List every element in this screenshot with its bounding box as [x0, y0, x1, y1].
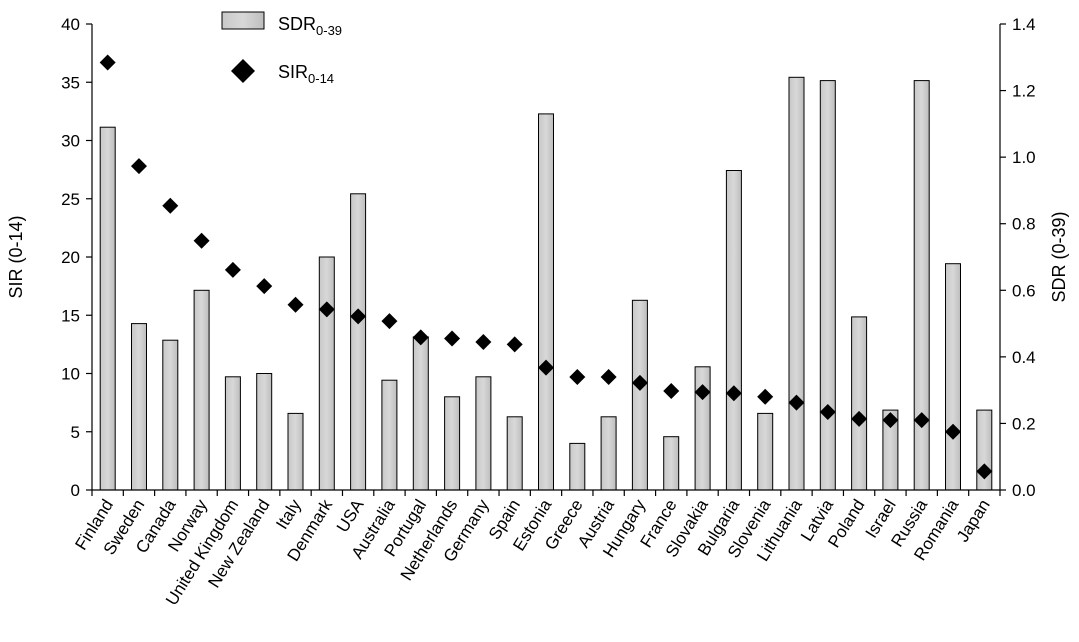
- point-slovenia: [757, 388, 774, 405]
- point-slovakia: [694, 384, 711, 401]
- bar-united-kingdom: [224, 376, 241, 491]
- legend-bar-swatch: [221, 11, 265, 30]
- bar-lithuania: [788, 76, 805, 491]
- right-tick-label: 1.4: [1012, 15, 1036, 34]
- right-tick-label: 0.4: [1012, 348, 1036, 367]
- point-estonia: [538, 359, 554, 376]
- category-label: Japan: [953, 496, 994, 545]
- right-tick-label: 0.2: [1012, 414, 1036, 433]
- bar-poland: [851, 316, 868, 491]
- point-bulgaria: [725, 385, 742, 402]
- bar-russia: [913, 80, 930, 491]
- legend-label-sir: SIR0-14: [278, 62, 334, 86]
- bar-series-sdr: [99, 76, 993, 491]
- right-axis-title: SDR (0-39): [1049, 211, 1069, 302]
- bar-norway: [193, 289, 210, 491]
- point-finland: [99, 54, 116, 71]
- left-tick-label: 0: [71, 481, 80, 500]
- point-sweden: [130, 158, 147, 175]
- point-new-zealand: [256, 278, 273, 295]
- point-russia: [913, 412, 930, 429]
- point-latvia: [819, 403, 836, 420]
- legend-label-sdr: SDR0-39: [278, 14, 342, 38]
- right-tick-label: 0.8: [1012, 215, 1036, 234]
- bar-romania: [945, 263, 961, 491]
- left-axis-title: SIR (0-14): [6, 215, 26, 298]
- bar-italy: [287, 412, 304, 491]
- bar-sweden: [131, 323, 147, 491]
- left-tick-label: 30: [61, 132, 80, 151]
- bar-hungary: [631, 299, 648, 491]
- left-tick-label: 15: [61, 306, 80, 325]
- bar-canada: [162, 339, 179, 491]
- point-denmark: [318, 301, 335, 318]
- bar-netherlands: [444, 396, 461, 491]
- bar-finland: [99, 126, 116, 491]
- left-tick-label: 35: [61, 73, 80, 92]
- point-romania: [945, 423, 962, 440]
- right-tick-label: 1.2: [1012, 82, 1036, 101]
- left-tick-label: 10: [61, 365, 80, 384]
- point-israel: [882, 412, 899, 429]
- point-portugal: [412, 329, 429, 346]
- point-greece: [569, 368, 586, 385]
- point-hungary: [631, 374, 648, 391]
- right-tick-label: 0.6: [1012, 281, 1036, 300]
- bar-slovenia: [757, 412, 774, 491]
- bar-denmark: [318, 256, 335, 491]
- point-france: [663, 382, 680, 399]
- legend: SDR0-39 SIR0-14: [221, 11, 342, 86]
- point-poland: [851, 410, 868, 427]
- bar-germany: [475, 376, 492, 491]
- left-tick-label: 40: [61, 15, 80, 34]
- point-norway: [193, 232, 210, 249]
- point-japan: [976, 463, 993, 480]
- left-tick-label: 25: [61, 190, 80, 209]
- point-australia: [381, 313, 398, 330]
- bar-estonia: [538, 113, 554, 491]
- bar-greece: [569, 442, 586, 491]
- bar-usa: [350, 193, 367, 491]
- point-spain: [506, 336, 523, 353]
- point-netherlands: [444, 330, 461, 347]
- left-axis-ticks: 0 5 10 15 20 25 30 35 40: [61, 15, 92, 500]
- point-germany: [475, 334, 492, 351]
- right-axis-ticks: 0.0 0.2 0.4 0.6 0.8 1.0 1.2 1.4: [1000, 15, 1036, 500]
- legend-diamond-marker: [231, 59, 255, 83]
- legend-sir-name: SIR: [278, 62, 308, 82]
- bar-austria: [600, 416, 617, 491]
- right-tick-label: 0.0: [1012, 481, 1036, 500]
- point-lithuania: [788, 394, 805, 411]
- left-tick-label: 20: [61, 248, 80, 267]
- point-austria: [600, 368, 617, 385]
- bar-bulgaria: [725, 170, 742, 491]
- legend-sir-sub: 0-14: [308, 71, 334, 86]
- point-usa: [350, 308, 367, 325]
- bar-new-zealand: [256, 373, 273, 491]
- scatter-series-sir: [99, 54, 993, 480]
- point-united-kingdom: [224, 261, 241, 278]
- bar-latvia: [819, 80, 836, 491]
- bar-portugal: [412, 336, 429, 491]
- point-canada: [162, 197, 179, 214]
- bar-australia: [381, 379, 398, 491]
- axes: [91, 24, 1001, 496]
- legend-sdr-sub: 0-39: [316, 23, 342, 38]
- left-tick-label: 5: [71, 423, 80, 442]
- bar-spain: [506, 416, 523, 491]
- legend-sdr-name: SDR: [278, 14, 316, 34]
- bar-france: [663, 436, 680, 491]
- right-tick-label: 1.0: [1012, 148, 1036, 167]
- point-italy: [287, 296, 304, 313]
